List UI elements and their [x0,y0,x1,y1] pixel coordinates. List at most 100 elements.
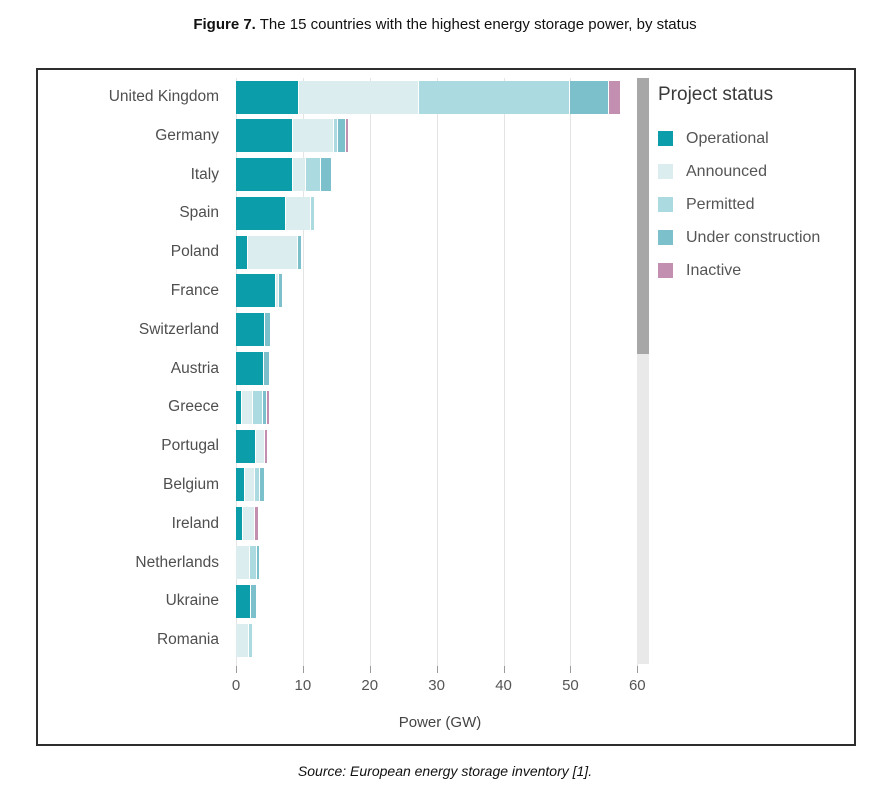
bar-row-germany: Germany [38,117,854,156]
stacked-bar [236,352,270,386]
bar-row-france: France [38,272,854,311]
bar-segment-inactive [255,507,259,541]
x-tick-label-10: 10 [294,677,312,694]
x-axis-title: Power (GW) [398,714,482,731]
plot-area: United Kingdom Germany Italy Spain Poland Fra… [38,70,854,744]
country-label: Belgium [163,475,219,493]
bar-segment-under-construction [279,274,283,308]
bar-segment-under-construction [256,546,260,580]
bar-segment-under-construction [337,119,346,153]
bar-segment-permitted [333,119,337,153]
stacked-bar [236,274,283,308]
stacked-bar [236,313,270,347]
country-label: Netherlands [135,553,219,571]
legend-label: Inactive [686,261,742,279]
figure-caption-text: The 15 countries with the highest energy… [255,16,697,33]
bar-segment-operational [236,274,275,308]
country-label: Greece [168,398,219,416]
bar-segment-announced [242,390,252,424]
x-tickmark-50 [570,666,572,673]
legend-swatch-operational [658,131,673,146]
legend-swatch-announced [658,164,673,179]
bar-segment-announced [299,80,418,114]
bar-segment-under-construction [264,352,270,386]
bar-segment-permitted [418,80,570,114]
country-label: United Kingdom [108,88,219,105]
stacked-bar [236,429,267,463]
x-tick-label-40: 40 [495,677,512,694]
bar-row-poland: Poland [38,233,854,272]
gridline-40 [503,78,505,666]
country-label: Italy [190,165,219,183]
legend-swatch-under-construction [658,230,673,245]
chart-frame: United Kingdom Germany Italy Spain Poland Fra… [36,68,856,746]
bar-segment-permitted [310,196,315,230]
stacked-bar [236,158,331,192]
country-label: Austria [170,359,219,377]
stacked-bar [236,546,260,580]
legend-items: Operational Announced Permitted Under const… [658,122,854,287]
bar-segment-operational [236,468,245,502]
bar-row-belgium: Belgium [38,466,854,505]
stacked-bar [236,80,620,114]
scrollbar-thumb[interactable] [637,78,649,354]
bar-rows: United Kingdom Germany Italy Spain Poland Fra… [38,78,854,660]
legend-label: Operational [686,129,769,147]
bar-segment-announced [286,196,310,230]
bar-segment-announced [293,158,306,192]
country-label: Ukraine [165,592,219,610]
legend-item-under-construction[interactable]: Under construction [658,221,854,254]
figure-caption: Figure 7. The 15 countries with the high… [0,16,890,33]
x-tickmark-10 [302,666,304,673]
bar-segment-operational [236,196,286,230]
stacked-bar [236,390,269,424]
bar-segment-under-construction [298,235,301,269]
bar-row-austria: Austria [38,350,854,389]
gridline-10 [302,78,304,666]
bar-segment-under-construction [321,158,331,192]
bar-segment-operational [236,80,299,114]
bar-segment-operational [236,507,243,541]
gridline-20 [369,78,371,666]
country-label: Spain [179,204,219,222]
stacked-bar [236,468,265,502]
stacked-bar [236,623,252,657]
bar-row-netherlands: Netherlands [38,544,854,583]
bar-segment-announced [236,623,249,657]
bar-segment-operational [236,235,247,269]
bar-segment-permitted [252,390,263,424]
bar-segment-under-construction [251,584,257,618]
legend-item-operational[interactable]: Operational [658,122,854,155]
bar-row-ireland: Ireland [38,505,854,544]
x-tickmark-0 [236,666,237,673]
legend-swatch-inactive [658,263,673,278]
legend-item-announced[interactable]: Announced [658,155,854,188]
x-tick-label-60: 60 [628,677,646,694]
scrollbar-track[interactable] [637,78,649,664]
legend-item-permitted[interactable]: Permitted [658,188,854,221]
country-label: Ireland [171,514,219,532]
bar-segment-announced [245,468,255,502]
legend-item-inactive[interactable]: Inactive [658,254,854,287]
bar-segment-announced [243,507,255,541]
country-label: France [170,281,219,299]
bar-segment-under-construction [259,468,265,502]
bar-segment-inactive [265,429,267,463]
x-tick-label-30: 30 [428,677,445,694]
bar-row-switzerland: Switzerland [38,311,854,350]
stacked-bar [236,584,257,618]
stacked-bar [236,507,259,541]
bar-segment-inactive [346,119,348,153]
x-tickmark-60 [637,666,639,673]
bar-segment-permitted [249,546,256,580]
stacked-bar [236,235,301,269]
x-tickmark-40 [503,666,505,673]
legend-label: Permitted [686,195,755,213]
figure-number: Figure 7. [193,16,256,33]
bar-segment-operational [236,584,251,618]
bar-segment-operational [236,352,264,386]
stacked-bar [236,119,348,153]
country-label: Romania [156,631,219,649]
legend: Project status Operational Announced Permi… [658,84,854,287]
